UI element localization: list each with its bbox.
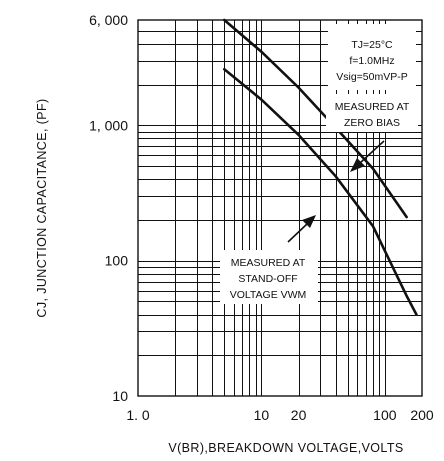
x-tick-label: 1. 0: [126, 407, 150, 423]
plot-frame: [137, 19, 423, 397]
tick-labels: 1. 0 10 20 100 200 6, 000 1, 000 100 10: [89, 12, 434, 423]
condition-signal: Vsig=50mVP-P: [336, 71, 408, 83]
stand-off-label-line-2: STAND-OFF: [238, 273, 297, 285]
y-tick-label: 6, 000: [89, 12, 128, 28]
condition-temperature: TJ=25°C: [351, 39, 393, 51]
stand-off-arrow: [287, 215, 316, 243]
x-tick-label: 100: [373, 407, 397, 423]
stand-off-label: MEASURED AT STAND-OFF VOLTAGE VWM: [220, 250, 318, 304]
x-tick-label: 20: [291, 407, 307, 423]
conditions-box: TJ=25°C f=1.0MHz Vsig=50mVP-P: [328, 24, 416, 90]
y-tick-label: 10: [112, 388, 128, 404]
stand-off-label-line-1: MEASURED AT: [231, 257, 306, 269]
conditions-box-bg: [328, 24, 416, 90]
zero-bias-label-line-1: MEASURED AT: [335, 101, 410, 113]
x-axis-title: V(BR),BREAKDOWN VOLTAGE,VOLTS: [168, 441, 403, 455]
zero-bias-curve: [223, 18, 408, 219]
curves: [223, 18, 418, 316]
stand-off-label-bg: [220, 250, 318, 304]
stand-off-label-line-3: VOLTAGE VWM: [230, 289, 307, 301]
zero-bias-label-bg: [326, 94, 418, 132]
y-tick-label: 1, 000: [89, 117, 128, 133]
x-tick-label: 200: [410, 407, 434, 423]
y-axis-title: CJ, JUNCTION CAPACITANCE, (PF): [35, 98, 49, 317]
condition-frequency: f=1.0MHz: [349, 55, 394, 67]
stand-off-curve: [223, 67, 418, 316]
zero-bias-label-line-2: ZERO BIAS: [344, 117, 400, 129]
zero-bias-label: MEASURED AT ZERO BIAS: [326, 94, 418, 132]
y-tick-label: 100: [105, 253, 129, 269]
zero-bias-arrow: [350, 140, 385, 172]
x-tick-label: 10: [254, 407, 270, 423]
